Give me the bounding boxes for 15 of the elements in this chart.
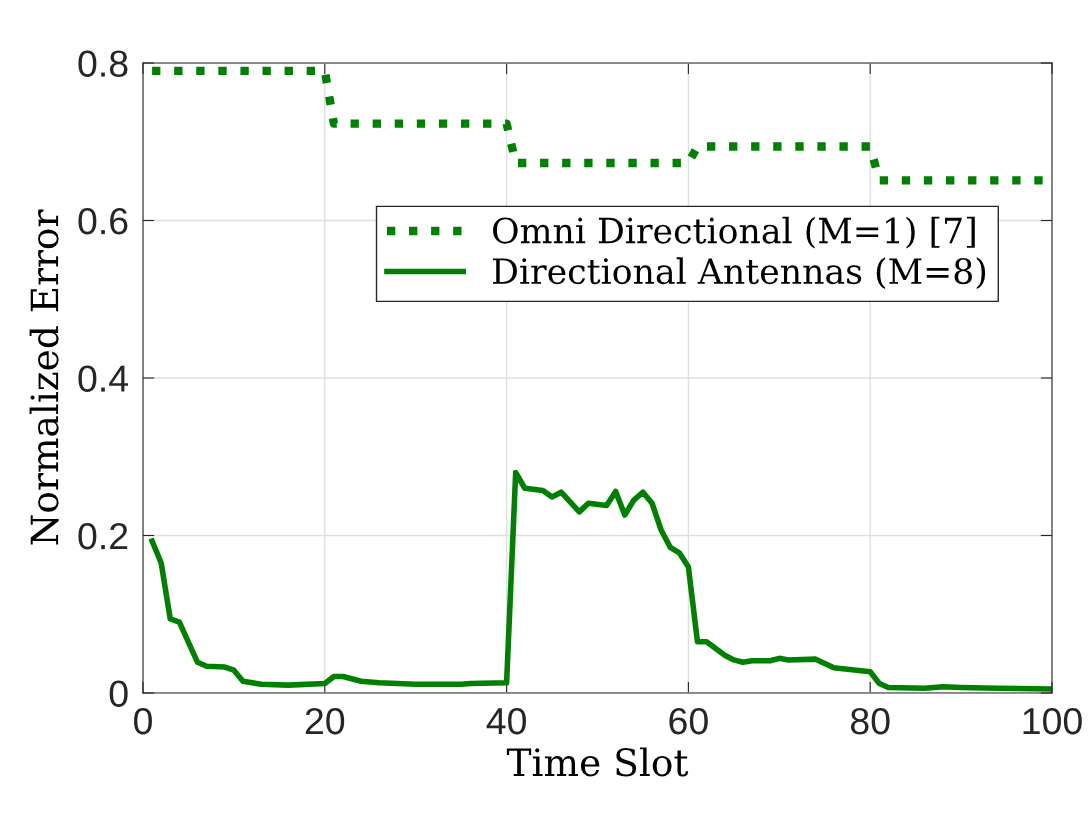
x-axis-title: Time Slot bbox=[506, 747, 689, 777]
legend-label: Omni Directional (M=1) [7] bbox=[493, 216, 975, 249]
x-tick-label: 0 bbox=[134, 707, 152, 735]
x-tick-label: 20 bbox=[305, 707, 345, 735]
y-tick-label: 0 bbox=[109, 680, 128, 707]
x-tick-label: 100 bbox=[1023, 707, 1082, 735]
y-tick-label: 0.2 bbox=[78, 522, 128, 550]
y-tick-label: 0.4 bbox=[78, 365, 129, 392]
x-tick-label: 40 bbox=[486, 707, 526, 735]
y-tick-label: 0.6 bbox=[78, 207, 128, 235]
y-axis-title: Normalized Error bbox=[29, 209, 59, 545]
legend-label: Directional Antennas (M=8) bbox=[493, 257, 986, 290]
x-tick-label: 60 bbox=[669, 707, 708, 735]
x-tick-label: 80 bbox=[850, 707, 890, 735]
y-tick-label: 0.8 bbox=[78, 50, 128, 77]
